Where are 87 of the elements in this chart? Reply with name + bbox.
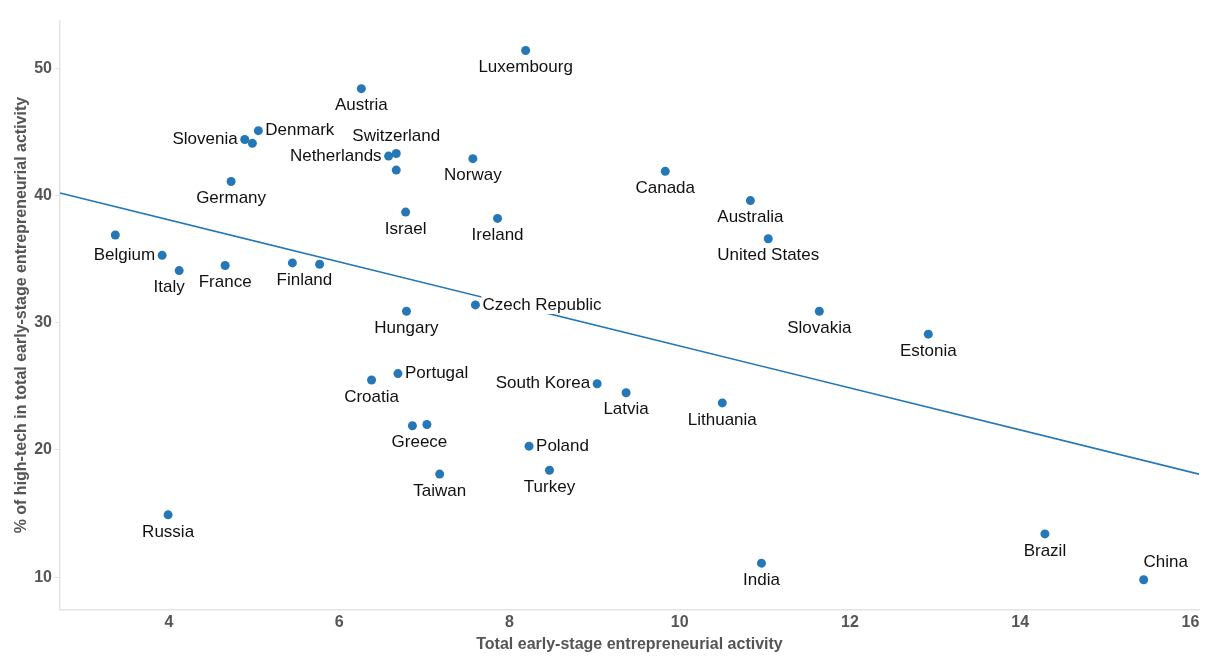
point: [422, 420, 432, 429]
annotation: Greece: [391, 432, 448, 452]
x-tick-label: 14: [1011, 612, 1030, 630]
x-tick-label: 12: [841, 612, 859, 630]
x-tick-label: 8: [505, 612, 515, 630]
point: [220, 260, 230, 270]
y-tick-label: 50: [34, 58, 53, 76]
annotation: Latvia: [603, 399, 650, 419]
y-tick-label: 30: [34, 313, 53, 331]
annotation: Slovenia: [172, 129, 239, 149]
y-tick-label: 40: [34, 185, 53, 203]
point: [226, 177, 236, 187]
point: [763, 234, 773, 244]
point: [493, 213, 503, 223]
point: [401, 306, 411, 316]
point: [470, 300, 480, 310]
point: [923, 329, 933, 339]
annotation: Lithuania: [687, 409, 758, 429]
point: [287, 258, 297, 268]
annotation: Estonia: [899, 340, 958, 360]
point: [468, 154, 478, 164]
annotation: France: [198, 272, 252, 292]
point: [407, 421, 417, 431]
point: [544, 465, 554, 475]
point: [745, 196, 755, 206]
point: [391, 165, 401, 175]
x-axis-title: Total early-stage entrepreneurial activity: [476, 634, 783, 652]
annotation: Norway: [444, 165, 503, 185]
annotation: Slovakia: [787, 317, 852, 337]
point: [174, 266, 184, 276]
annotation: Belgium: [93, 245, 156, 264]
point: [240, 135, 250, 145]
point: [521, 46, 531, 55]
annotation: Denmark: [265, 120, 335, 140]
point: [717, 398, 727, 408]
point: [435, 469, 445, 479]
point: [621, 388, 631, 398]
annotation: Czech Republic: [482, 294, 602, 314]
x-tick-label: 4: [164, 612, 174, 630]
point: [163, 510, 173, 520]
x-tick-label: 10: [670, 612, 689, 630]
point: [356, 84, 366, 94]
point: [393, 369, 403, 379]
y-axis-title: % of high-tech in total early-stage entrepreneurial activity: [12, 96, 30, 534]
annotation: Canada: [635, 178, 696, 198]
annotation: Turkey: [523, 476, 576, 496]
point: [110, 230, 120, 240]
annotation: Russia: [142, 521, 195, 541]
point: [157, 250, 167, 260]
y-tick-label: 10: [34, 567, 53, 585]
point: [253, 126, 263, 136]
point: [1139, 575, 1149, 585]
annotation: Poland: [536, 435, 589, 455]
annotation: Netherlands: [289, 145, 382, 165]
annotation: Israel: [384, 218, 427, 238]
y-tick-label: 20: [34, 440, 53, 458]
annotation: Finland: [276, 269, 333, 289]
annotation: Italy: [153, 277, 186, 297]
annotation: Germany: [196, 188, 267, 208]
point: [814, 306, 824, 316]
annotation: Brazil: [1023, 540, 1067, 560]
annotation: Luxembourg: [478, 57, 573, 77]
point: [1040, 529, 1050, 539]
x-tick-label: 6: [334, 612, 344, 630]
point: [391, 149, 401, 159]
annotation: India: [743, 569, 781, 589]
annotation: Switzerland: [352, 126, 441, 146]
point: [592, 379, 602, 389]
annotation: Australia: [717, 207, 784, 227]
point: [315, 259, 325, 269]
point: [401, 207, 411, 217]
x-tick-label: 16: [1181, 612, 1200, 630]
point: [524, 441, 534, 451]
annotation: Hungary: [374, 317, 440, 337]
annotation: Ireland: [471, 225, 524, 245]
point: [660, 166, 670, 176]
annotation: United States: [717, 245, 820, 265]
point: [367, 375, 377, 385]
annotation: Croatia: [344, 386, 400, 406]
point: [247, 138, 257, 148]
annotation: Portugal: [404, 363, 469, 383]
annotation: Austria: [334, 95, 389, 115]
annotation: China: [1143, 552, 1189, 572]
annotation: South Korea: [495, 373, 591, 393]
point: [384, 151, 394, 161]
annotation: Taiwan: [413, 480, 467, 500]
point: [756, 558, 766, 568]
